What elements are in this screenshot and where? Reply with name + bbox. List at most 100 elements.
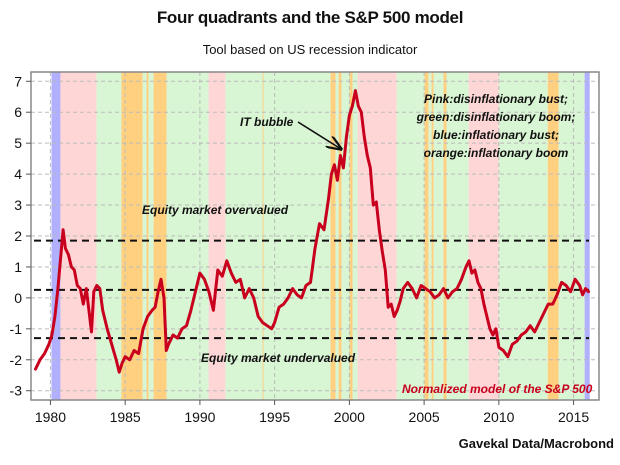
data-point xyxy=(57,287,59,290)
data-point xyxy=(524,331,527,333)
data-point xyxy=(574,278,576,281)
data-point xyxy=(420,284,422,287)
data-point xyxy=(154,306,156,308)
data-point xyxy=(257,315,260,318)
data-point xyxy=(181,328,183,330)
data-point xyxy=(248,287,251,290)
data-point xyxy=(51,334,53,336)
data-point xyxy=(185,324,188,327)
data-point xyxy=(447,297,449,299)
data-point xyxy=(578,284,581,287)
band-orange xyxy=(349,72,353,400)
data-point xyxy=(67,253,70,256)
data-point xyxy=(451,290,454,293)
data-point xyxy=(495,328,497,330)
data-point xyxy=(82,303,85,305)
y-tick-label: -3 xyxy=(10,383,23,399)
data-point xyxy=(296,293,298,296)
data-point xyxy=(48,343,50,346)
data-point xyxy=(477,281,479,284)
data-point xyxy=(305,284,307,287)
data-point xyxy=(515,340,518,343)
annotation-undervalued: Equity market undervalued xyxy=(201,351,356,365)
data-point xyxy=(551,303,554,305)
data-point xyxy=(128,358,131,361)
legend-line-blue: blue:inflationary bust; xyxy=(433,128,559,142)
data-point xyxy=(95,284,98,287)
data-point xyxy=(151,309,153,312)
data-point xyxy=(217,269,219,271)
y-tick-label: 5 xyxy=(14,135,22,151)
chart-subtitle: Tool based on US recession indicator xyxy=(202,42,418,57)
data-point xyxy=(465,266,467,268)
source-label: Gavekal Data/Macrobond xyxy=(458,436,614,451)
data-point xyxy=(372,204,375,206)
data-point xyxy=(587,290,590,293)
data-point xyxy=(90,331,93,333)
data-point xyxy=(393,315,396,318)
data-point xyxy=(584,287,587,290)
data-point xyxy=(351,105,354,107)
data-point xyxy=(433,297,436,299)
band-green xyxy=(446,72,469,400)
legend-line-orange: orange:inflationary boom xyxy=(424,146,569,160)
data-point xyxy=(309,281,312,284)
data-point xyxy=(34,368,37,370)
data-point xyxy=(239,278,242,281)
data-point xyxy=(402,287,404,290)
data-point xyxy=(429,290,431,293)
data-point xyxy=(411,287,413,290)
data-point xyxy=(390,303,393,305)
data-point xyxy=(273,321,276,324)
data-point xyxy=(483,303,485,305)
data-point xyxy=(118,371,120,373)
band-orange xyxy=(146,72,149,400)
data-point xyxy=(327,198,330,200)
data-point xyxy=(85,287,88,290)
legend-line-green: green:disinflationary boom; xyxy=(416,110,576,124)
data-point xyxy=(39,358,41,361)
data-point xyxy=(502,349,505,352)
data-point xyxy=(415,297,418,299)
data-point xyxy=(492,334,494,336)
data-point xyxy=(234,281,237,284)
data-point xyxy=(167,343,170,346)
data-point xyxy=(199,272,201,274)
data-point xyxy=(471,272,473,274)
data-point xyxy=(110,343,113,346)
series-layer xyxy=(34,89,590,374)
x-tick-label: 1995 xyxy=(259,409,290,425)
data-point xyxy=(146,315,149,318)
band-green xyxy=(341,72,350,400)
data-point xyxy=(172,334,174,336)
y-tick-label: 3 xyxy=(14,197,22,213)
data-point xyxy=(137,352,140,355)
data-point xyxy=(278,306,280,308)
data-point xyxy=(266,324,268,327)
data-point xyxy=(474,269,476,271)
data-point xyxy=(43,352,46,355)
data-point xyxy=(101,309,104,312)
data-point xyxy=(203,278,206,281)
y-tick-label: -1 xyxy=(10,321,23,337)
data-point xyxy=(330,173,333,175)
data-point xyxy=(60,253,62,256)
data-point xyxy=(323,229,325,231)
data-point xyxy=(357,105,360,107)
y-tick-label: -2 xyxy=(10,352,23,368)
data-point xyxy=(360,111,363,114)
data-point xyxy=(560,281,563,284)
data-point xyxy=(176,337,179,339)
y-tick-label: 1 xyxy=(14,259,22,275)
y-tick-label: 6 xyxy=(14,104,22,120)
x-tick-label: 1990 xyxy=(184,409,215,425)
data-point xyxy=(378,229,381,231)
data-point xyxy=(106,328,109,330)
data-point xyxy=(406,281,409,284)
x-tick-label: 2010 xyxy=(483,409,514,425)
data-point xyxy=(212,309,215,312)
data-point xyxy=(64,247,67,250)
data-point xyxy=(226,259,228,262)
data-point xyxy=(314,247,316,250)
data-point xyxy=(542,312,545,315)
